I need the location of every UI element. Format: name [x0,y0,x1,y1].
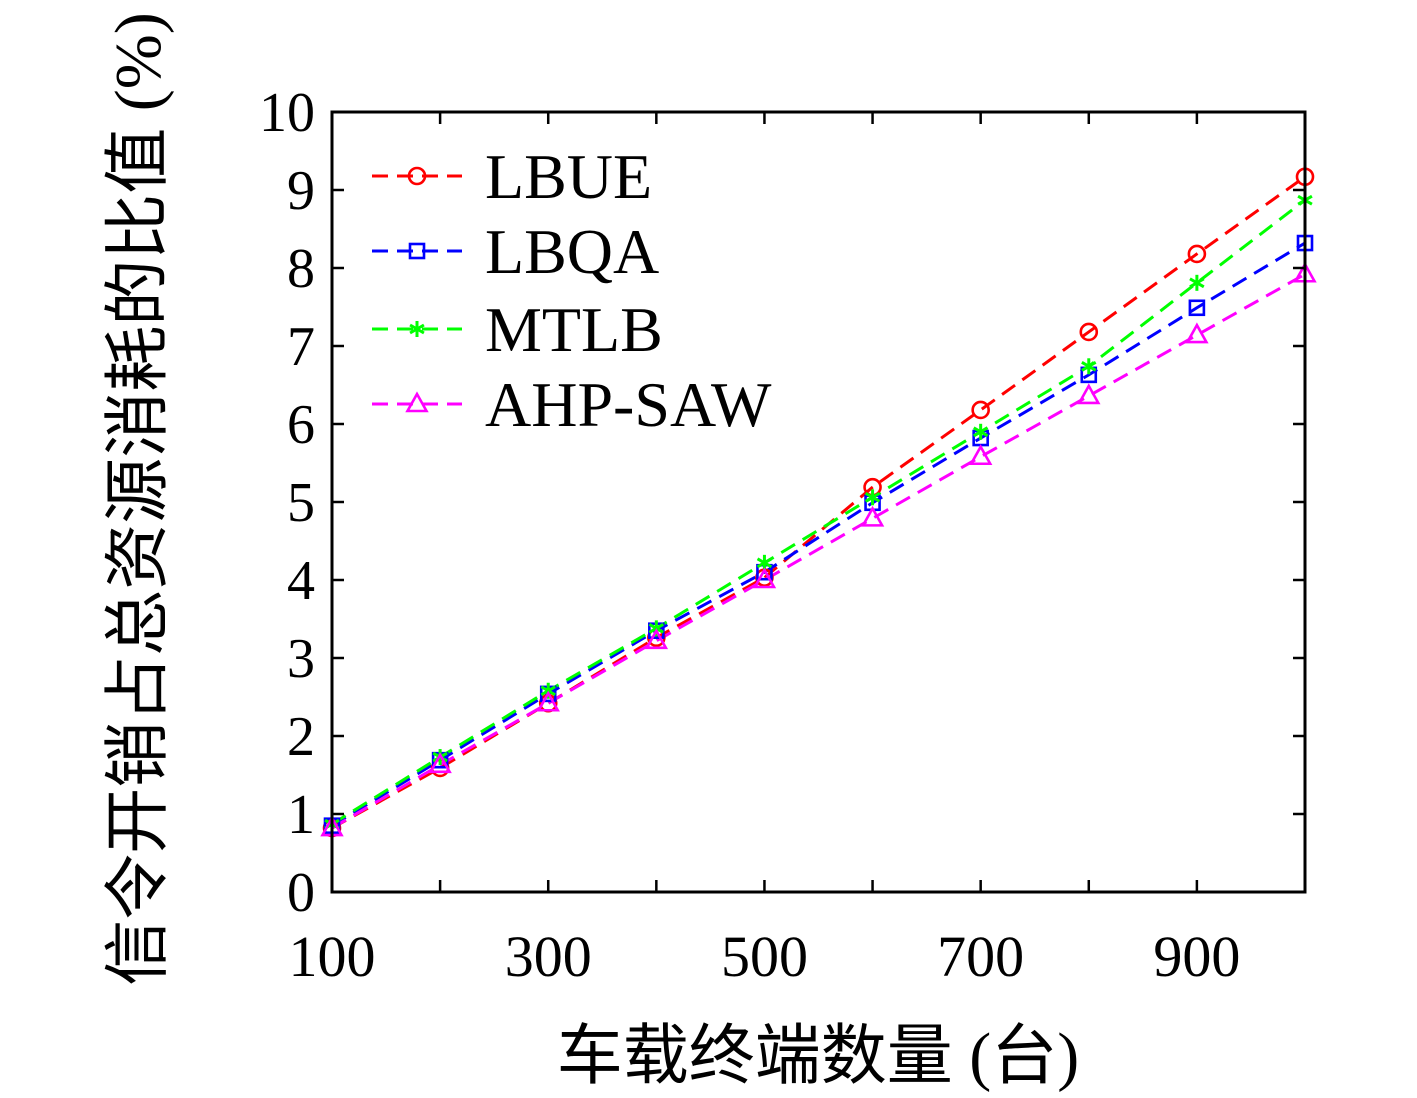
legend-entry-ahp-saw: AHP-SAW [372,369,772,440]
legend-label-lbue: LBUE [485,141,652,212]
y-tick-label-1: 1 [287,784,315,846]
y-tick-label-9: 9 [287,160,315,222]
data-point-ahp-saw-600 [860,505,885,527]
legend-label-lbqa: LBQA [485,216,659,287]
x-tick-label-300: 300 [505,924,592,989]
data-point-mtlb-800 [1081,358,1097,375]
x-tick-labels: 100 300 500 700 900 [289,924,1241,989]
data-point-mtlb-900 [1189,274,1205,291]
legend-marker-lbue [407,166,427,186]
data-point-ahp-saw-200 [428,752,452,774]
legend-entry-lbue: LBUE [372,141,652,212]
data-point-ahp-saw-300 [536,690,560,712]
data-point-ahp-saw-700 [968,444,993,466]
x-tick-label-700: 700 [937,924,1024,989]
data-point-lbue-900 [1187,244,1207,264]
data-point-lbue-700 [971,400,990,420]
legend-marker-ahp-saw [405,391,429,413]
series-line-ahp-saw [331,272,1306,830]
plot-frame [330,110,1307,894]
x-axis-label: 车载终端数量 (台) [557,1020,1079,1093]
series-layer [320,167,1317,838]
series-line-lbue [331,175,1306,830]
y-tick-label-0: 0 [287,862,315,924]
data-point-mtlb-700 [972,423,989,440]
data-point-lbqa-900 [1188,299,1206,317]
tick-marks [330,110,1307,894]
series-line-mtlb [331,198,1306,826]
series-markers-ahp-saw [320,261,1317,837]
legend-label-mtlb: MTLB [485,294,663,365]
x-tick-label-100: 100 [289,924,376,989]
y-tick-label-6: 6 [287,394,315,456]
legend-marker-mtlb [409,321,425,337]
series-markers-mtlb [324,192,1313,833]
data-point-ahp-saw-900 [1185,322,1209,344]
series-markers-lbqa [323,234,1314,835]
x-tick-label-900: 900 [1153,924,1240,989]
legend-marker-lbqa [408,242,426,260]
y-tick-labels: 0 1 2 3 4 5 6 7 8 9 10 [259,82,315,924]
data-point-ahp-saw-400 [644,628,669,650]
legend-entry-lbqa: LBQA [372,216,659,287]
y-tick-label-5: 5 [287,472,315,534]
series-line-lbqa [331,241,1306,827]
y-tick-label-8: 8 [287,238,315,300]
y-axis-label: 信令开销占总资源消耗的比值 (%) [102,12,175,985]
data-point-lbue-800 [1079,322,1099,342]
data-point-mtlb-600 [864,489,881,506]
y-tick-label-2: 2 [287,706,315,768]
data-point-ahp-saw-800 [1077,383,1101,405]
x-tick-label-500: 500 [721,924,808,989]
y-tick-label-10: 10 [259,82,315,144]
y-tick-label-4: 4 [287,550,315,612]
y-tick-label-7: 7 [287,316,315,378]
y-tick-label-3: 3 [287,628,315,690]
data-point-ahp-saw-500 [752,567,777,589]
legend-entry-mtlb: MTLB [372,294,663,365]
legend-label-ahp-saw: AHP-SAW [485,369,772,440]
